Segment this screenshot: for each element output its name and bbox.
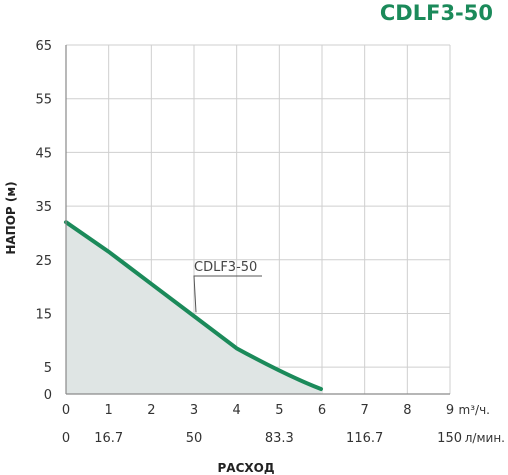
- grid: [66, 44, 451, 394]
- x-tick-labels: 0 1 2 3 4 5 6 7 8 9: [62, 403, 454, 418]
- x-tick-label: 2: [147, 403, 155, 418]
- series-area: [66, 222, 321, 394]
- x2-tick-label: 83.3: [265, 431, 294, 446]
- x2-tick-labels: 0 16.7 50 83.3 116.7 150: [62, 431, 462, 446]
- series-line: [64, 220, 323, 391]
- x2-tick-label: 16.7: [94, 431, 123, 446]
- y-tick-label: 45: [35, 146, 52, 161]
- x2-tick-label: 50: [186, 431, 203, 446]
- y-tick-label: 5: [44, 361, 52, 376]
- y-tick-label: 55: [35, 93, 52, 108]
- series-label-leader: [193, 275, 262, 313]
- y-tick-label: 15: [35, 307, 52, 322]
- x-tick-label: 6: [318, 403, 326, 418]
- y-axis-label: НАПОР (м): [4, 181, 18, 254]
- x-tick-label: 7: [361, 403, 369, 418]
- x-tick-label: 3: [190, 403, 198, 418]
- x-unit-label: m³/ч.: [459, 403, 490, 417]
- x-tick-label: 8: [403, 403, 411, 418]
- x2-tick-label: 116.7: [346, 431, 383, 446]
- x-tick-label: 4: [233, 403, 241, 418]
- x-axis-label: РАСХОД: [217, 461, 274, 475]
- y-tick-label: 35: [35, 200, 52, 215]
- x2-tick-label: 0: [62, 431, 70, 446]
- series-label: CDLF3-50: [194, 260, 257, 275]
- x-tick-label: 0: [62, 403, 70, 418]
- x-tick-label: 1: [105, 403, 113, 418]
- y-tick-label: 65: [35, 39, 52, 54]
- y-tick-label: 0: [44, 388, 52, 403]
- x2-tick-label: 150: [437, 431, 462, 446]
- y-tick-labels: 0 5 15 25 35 45 55 65: [35, 39, 52, 403]
- y-tick-label: 25: [35, 254, 52, 269]
- x-tick-label: 9: [446, 403, 454, 418]
- chart-title: CDLF3-50: [380, 1, 493, 25]
- x2-unit-label: л/мин.: [465, 431, 505, 445]
- x-tick-label: 5: [275, 403, 283, 418]
